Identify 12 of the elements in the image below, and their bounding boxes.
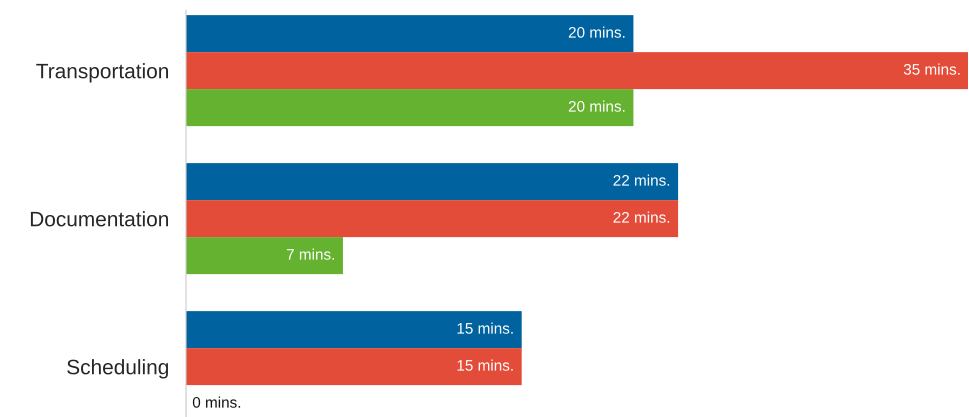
- data-label: 20 mins.: [568, 26, 624, 38]
- data-label: 7 mins.: [286, 248, 334, 260]
- data-label: 20 mins.: [568, 100, 624, 112]
- data-label: 15 mins.: [458, 360, 513, 371]
- y-tick-label: Scheduling: [67, 359, 168, 379]
- y-tick-label: Documentation: [30, 211, 168, 226]
- data-label: 22 mins.: [614, 212, 670, 223]
- data-label: 22 mins.: [614, 174, 670, 186]
- data-label: 0 mins.: [192, 396, 240, 408]
- y-tick-label: Transportation: [36, 63, 168, 83]
- data-label: 15 mins.: [458, 322, 513, 334]
- data-label: 35 mins.: [904, 64, 960, 75]
